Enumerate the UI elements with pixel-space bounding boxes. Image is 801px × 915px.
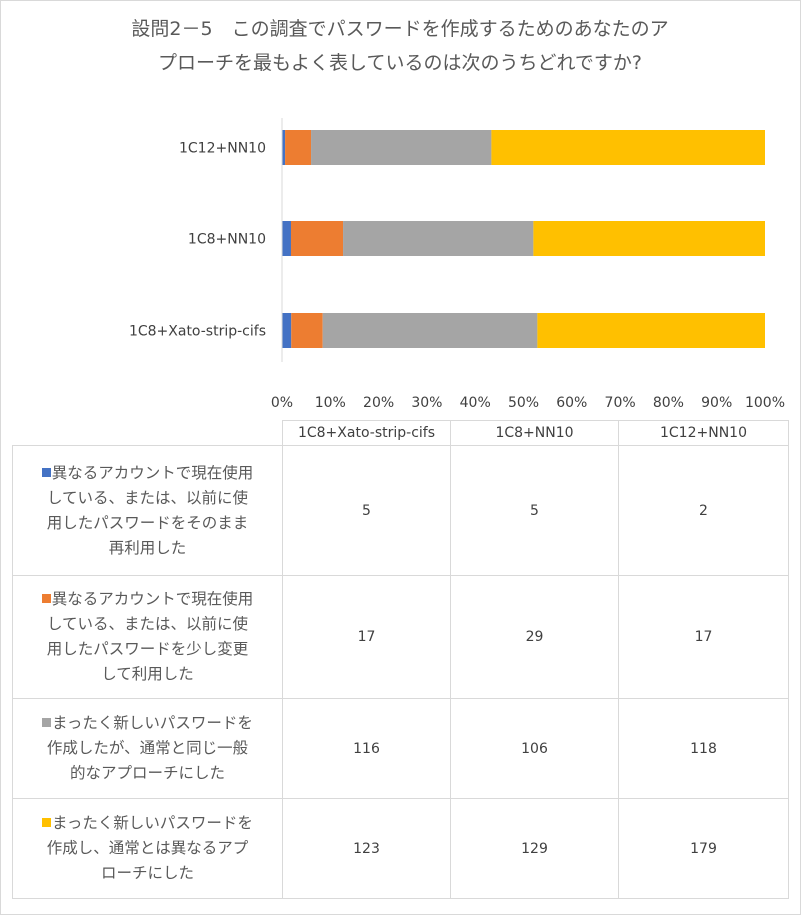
x-tick-label: 30% xyxy=(411,395,442,411)
series-label-line: している、または、以前に使 xyxy=(46,615,249,633)
bar-segment xyxy=(311,130,492,165)
legend-key-icon xyxy=(41,467,51,477)
table-row: まったく新しいパスワードを 作成し、通常とは異なるアプ ローチにした 123 129 17… xyxy=(12,798,789,899)
table-cell: 2 xyxy=(618,445,789,576)
table-row: 異なるアカウントで現在使用している、または、以前に使 用したパスワードを少し変更し… xyxy=(12,575,789,699)
series-label-line: まったく新しいパスワードを xyxy=(52,714,253,732)
column-header: 1C8+NN10 xyxy=(450,420,619,446)
bar-segment xyxy=(491,130,765,165)
series-label: 異なるアカウントで現在使用している、または、以前に使 用したパスワードを少し変更し… xyxy=(12,575,283,699)
category-label: 1C8+Xato-strip-cifs xyxy=(129,324,266,340)
table-cell: 129 xyxy=(450,798,619,899)
x-tick-label: 50% xyxy=(508,395,539,411)
series-label: 異なるアカウントで現在使用している、または、以前に使 用したパスワードをそのまま再… xyxy=(12,445,283,576)
table-cell: 5 xyxy=(450,445,619,576)
series-label-line: 異なるアカウントで現在使用 xyxy=(51,463,254,482)
table-cell: 179 xyxy=(618,798,789,899)
legend-key-icon xyxy=(42,818,52,827)
x-tick-label: 20% xyxy=(363,395,394,411)
series-label-line: まったく新しいパスワードを xyxy=(52,814,253,832)
bar-segment xyxy=(282,313,292,348)
bar-segment xyxy=(322,313,538,348)
category-label: 1C8+NN10 xyxy=(188,232,266,248)
series-label: まったく新しいパスワードを作成し、通常とは異なるアプ ローチにした xyxy=(12,798,283,899)
legend-key-icon xyxy=(42,718,52,727)
series-label-line: している、または、以前に使 xyxy=(46,488,249,507)
legend-key-icon xyxy=(41,594,51,603)
table-cell: 29 xyxy=(450,575,619,699)
category-label: 1C12+NN10 xyxy=(179,141,266,157)
table-cell: 106 xyxy=(450,698,619,799)
series-label-line: して利用した xyxy=(101,665,194,683)
series-label-line: 作成し、通常とは異なるアプ xyxy=(46,839,249,857)
bar-segment xyxy=(537,313,765,348)
table-cell: 17 xyxy=(618,575,789,699)
chart-title: 設問2－5 この調査でパスワードを作成するためのあなたのア プローチを最もよく表… xyxy=(40,12,760,80)
bar-segment xyxy=(343,221,534,256)
series-label-line: 作成したが、通常と同じ一般 xyxy=(46,739,249,757)
bar-segment xyxy=(282,130,286,165)
bar-segment xyxy=(291,313,323,348)
bar-segment xyxy=(533,221,765,256)
bar-segment xyxy=(282,221,291,256)
table-cell: 5 xyxy=(282,445,451,576)
bar-segment xyxy=(285,130,312,165)
series-label: まったく新しいパスワードを作成したが、通常と同じ一般 的なアプローチにした xyxy=(12,698,283,799)
chart-title-line-2: プローチを最もよく表しているのは次のうちどれですか? xyxy=(158,52,642,74)
series-label-line: 用したパスワードを少し変更 xyxy=(46,640,249,658)
series-label-line: 的なアプローチにした xyxy=(69,764,225,782)
x-tick-label: 0% xyxy=(271,395,293,411)
table-corner xyxy=(12,420,283,446)
bar-segment xyxy=(290,221,344,256)
bar-chart: 1C12+NN10 1C8+NN10 1C8+Xato-strip-cifs 0% 10… xyxy=(129,118,785,411)
table-cell: 17 xyxy=(282,575,451,699)
x-tick-label: 100% xyxy=(745,395,785,411)
series-label-line: ローチにした xyxy=(100,864,194,882)
x-tick-label: 60% xyxy=(556,395,587,411)
x-tick-label: 70% xyxy=(605,395,636,411)
x-tick-label: 90% xyxy=(701,395,732,411)
data-table: 1C8+Xato-strip-cifs 1C8+NN10 1C12+NN10 異… xyxy=(12,420,789,899)
column-header: 1C8+Xato-strip-cifs xyxy=(282,420,451,446)
x-tick-label: 10% xyxy=(315,395,346,411)
table-row: 異なるアカウントで現在使用している、または、以前に使 用したパスワードをそのまま再… xyxy=(12,445,789,576)
table-row: まったく新しいパスワードを 作成したが、通常と同じ一般 的なアプローチにした 116 1… xyxy=(12,698,789,799)
x-tick-label: 80% xyxy=(653,395,684,411)
series-label-line: 再利用した xyxy=(108,538,187,557)
x-tick-label: 40% xyxy=(460,395,491,411)
series-label-line: 異なるアカウントで現在使用 xyxy=(51,590,254,608)
table-cell: 118 xyxy=(618,698,789,799)
chart-title-line-1: 設問2－5 この調査でパスワードを作成するためのあなたのア xyxy=(131,18,669,40)
table-cell: 123 xyxy=(282,798,451,899)
table-cell: 116 xyxy=(282,698,451,799)
series-label-line: 用したパスワードをそのまま xyxy=(46,513,249,532)
column-header: 1C12+NN10 xyxy=(618,420,789,446)
table-header-row: 1C8+Xato-strip-cifs 1C8+NN10 1C12+NN10 xyxy=(12,420,789,446)
